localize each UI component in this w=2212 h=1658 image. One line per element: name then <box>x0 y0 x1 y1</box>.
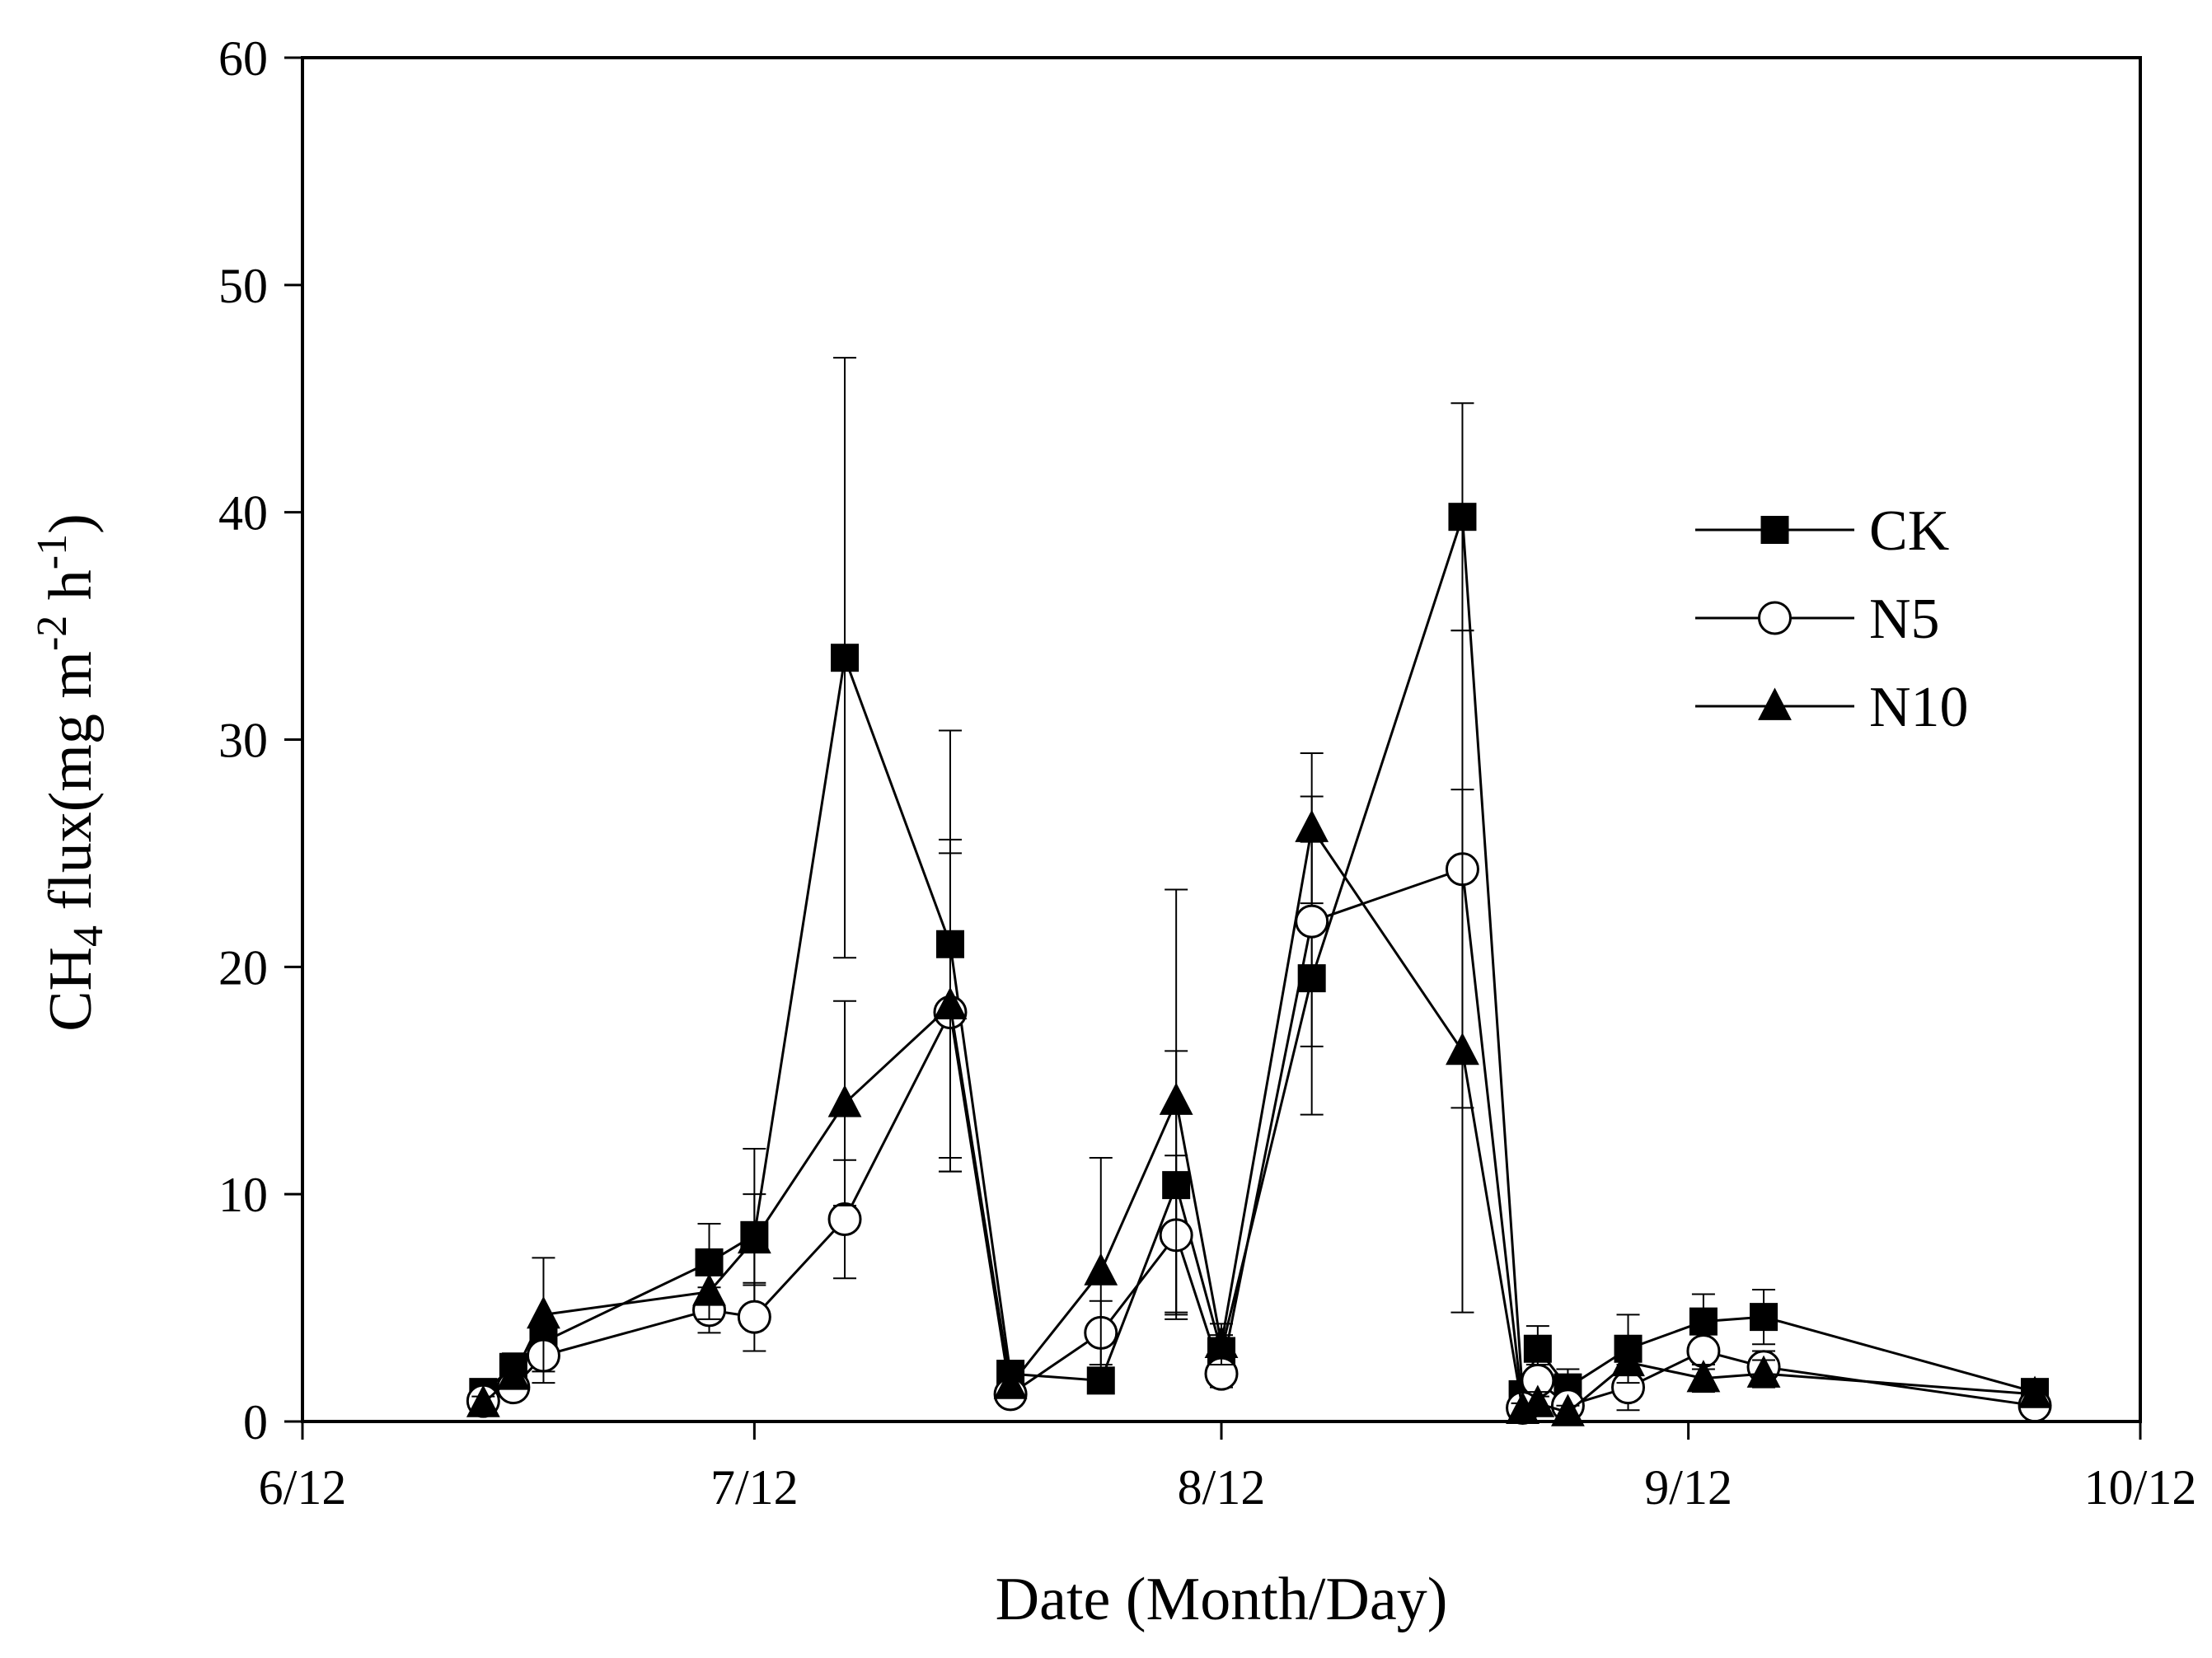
data-point-n10 <box>1686 1360 1721 1393</box>
data-point-ck <box>1750 1303 1779 1332</box>
data-point-n10 <box>1295 809 1329 842</box>
data-point-n10 <box>1446 1032 1479 1066</box>
y-tick-label: 40 <box>218 486 268 541</box>
y-tick-label: 50 <box>218 259 268 313</box>
x-tick-label: 8/12 <box>1178 1460 1266 1515</box>
data-point-n10 <box>827 1084 862 1117</box>
legend-marker-n5 <box>1758 601 1792 635</box>
y-axis-title-subscript: 4 <box>65 925 112 947</box>
data-point-ck <box>831 644 860 672</box>
data-point-n10 <box>1746 1355 1781 1388</box>
legend-marker-n10 <box>1758 687 1792 720</box>
data-point-n10 <box>1551 1393 1585 1426</box>
data-point-n10 <box>933 986 968 1020</box>
data-point-ck <box>1689 1307 1718 1336</box>
y-axis-title: CH4 flux(mg m-2 h-1) <box>29 513 112 1032</box>
legend-marker-ck <box>1760 516 1789 544</box>
series-layer <box>466 357 2052 1426</box>
data-point-n10 <box>496 1357 531 1390</box>
x-tick-label: 6/12 <box>259 1460 347 1515</box>
data-point-n10 <box>737 1220 771 1254</box>
y-axis-title-prefix: CH <box>37 947 105 1032</box>
x-tick-label: 7/12 <box>710 1460 799 1515</box>
x-tick-label: 10/12 <box>2084 1460 2197 1515</box>
data-point-n5 <box>737 1300 771 1334</box>
legend: CK N5 N10 <box>1695 499 1969 739</box>
data-point-n10 <box>993 1366 1028 1399</box>
data-point-n10 <box>1611 1343 1645 1377</box>
legend-label-n5: N5 <box>1869 588 1940 651</box>
y-tick-label: 30 <box>218 714 268 768</box>
data-point-n10 <box>692 1273 726 1306</box>
legend-entry-ck: CK <box>1695 499 1949 563</box>
legend-label-ck: CK <box>1869 499 1949 563</box>
axes-layer: 6/12 7/12 8/12 9/12 10/12 0 10 20 30 40 50 60 <box>218 31 2196 1515</box>
data-point-n10 <box>1521 1384 1555 1417</box>
x-tick-label: 9/12 <box>1644 1460 1732 1515</box>
y-axis-title-suffix: ) <box>37 513 105 534</box>
y-tick-label: 0 <box>243 1395 268 1450</box>
data-point-n5 <box>827 1202 862 1237</box>
data-point-n10 <box>1204 1325 1239 1359</box>
data-point-n10 <box>1084 1253 1118 1286</box>
y-axis-title-sup2: -1 <box>29 534 76 569</box>
data-point-ck <box>1448 503 1477 532</box>
y-tick-label: 60 <box>218 31 268 86</box>
y-axis-title-main: flux(mg m <box>37 651 105 925</box>
data-point-n10 <box>1159 1082 1193 1115</box>
y-axis-title-mid: h <box>37 569 105 616</box>
data-point-ck <box>1523 1334 1552 1363</box>
x-axis-title: Date (Month/Day) <box>996 1566 1448 1633</box>
y-tick-label: 10 <box>218 1168 268 1222</box>
y-tick-label: 20 <box>218 940 268 995</box>
data-point-n10 <box>527 1295 560 1329</box>
data-point-n10 <box>466 1384 500 1417</box>
y-axis-title-sup1: -2 <box>29 616 76 651</box>
legend-entry-n10: N10 <box>1695 676 1969 739</box>
series-n10 <box>466 752 2052 1426</box>
legend-entry-n5: N5 <box>1695 588 1940 651</box>
legend-label-n10: N10 <box>1869 676 1969 739</box>
data-point-n5 <box>1295 904 1329 939</box>
data-point-n10 <box>2018 1375 2052 1408</box>
